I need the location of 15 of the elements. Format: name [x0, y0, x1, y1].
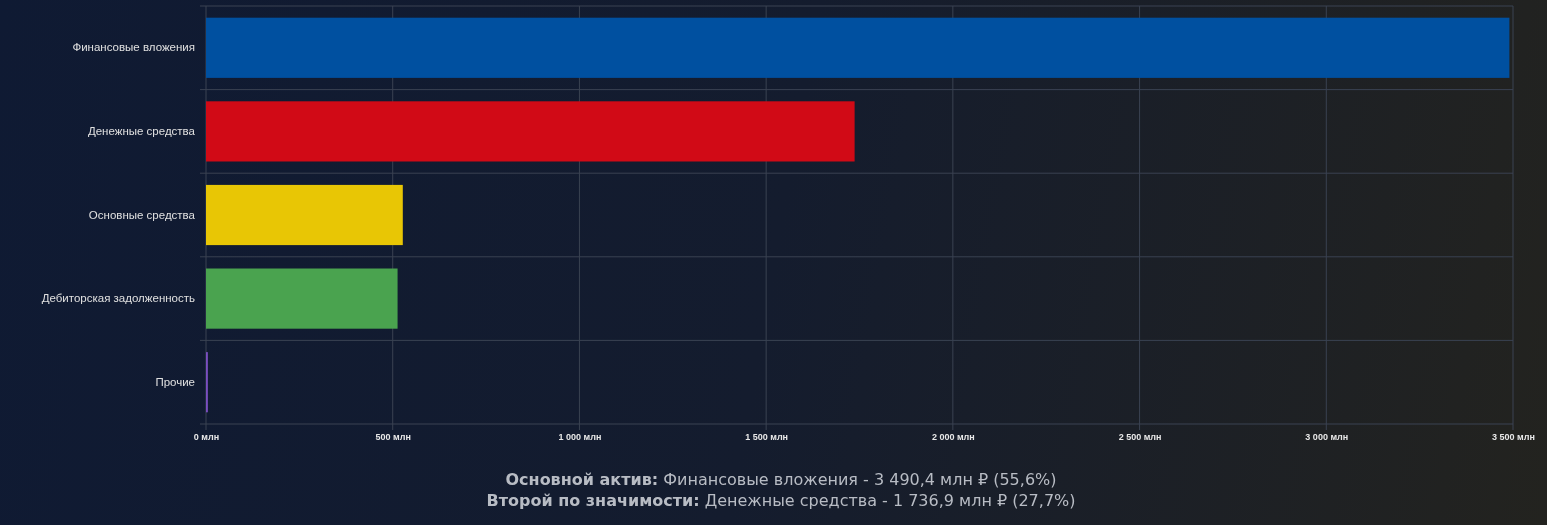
- y-tick-label: Дебиторская задолженность: [41, 292, 195, 305]
- text: Основной актив: Финансовые вложения - 3 490,4 млн ₽ (55,6%): [505, 470, 1057, 489]
- y-tick-label: Финансовые вложения: [72, 41, 195, 54]
- y-tick-label: Основные средства: [88, 208, 196, 221]
- x-tick-label: 500 млн: [375, 432, 411, 443]
- x-tick-label: 3 500 млн: [1492, 432, 1535, 443]
- x-tick-label: 1 500 млн: [745, 432, 789, 443]
- x-tick-label: 1 000 млн: [558, 432, 602, 443]
- x-tick-label: 2 000 млн: [931, 432, 975, 443]
- text: Второй по значимости: Денежные средства - 1 736,9 млн ₽ (27,7%): [486, 491, 1076, 510]
- y-tick-label: Денежные средства: [87, 125, 196, 138]
- y-tick-label: Прочие: [155, 375, 195, 388]
- x-tick-label: 2 500 млн: [1118, 432, 1162, 443]
- x-tick-label: 0 млн: [193, 432, 220, 443]
- x-tick-label: 3 000 млн: [1305, 432, 1349, 443]
